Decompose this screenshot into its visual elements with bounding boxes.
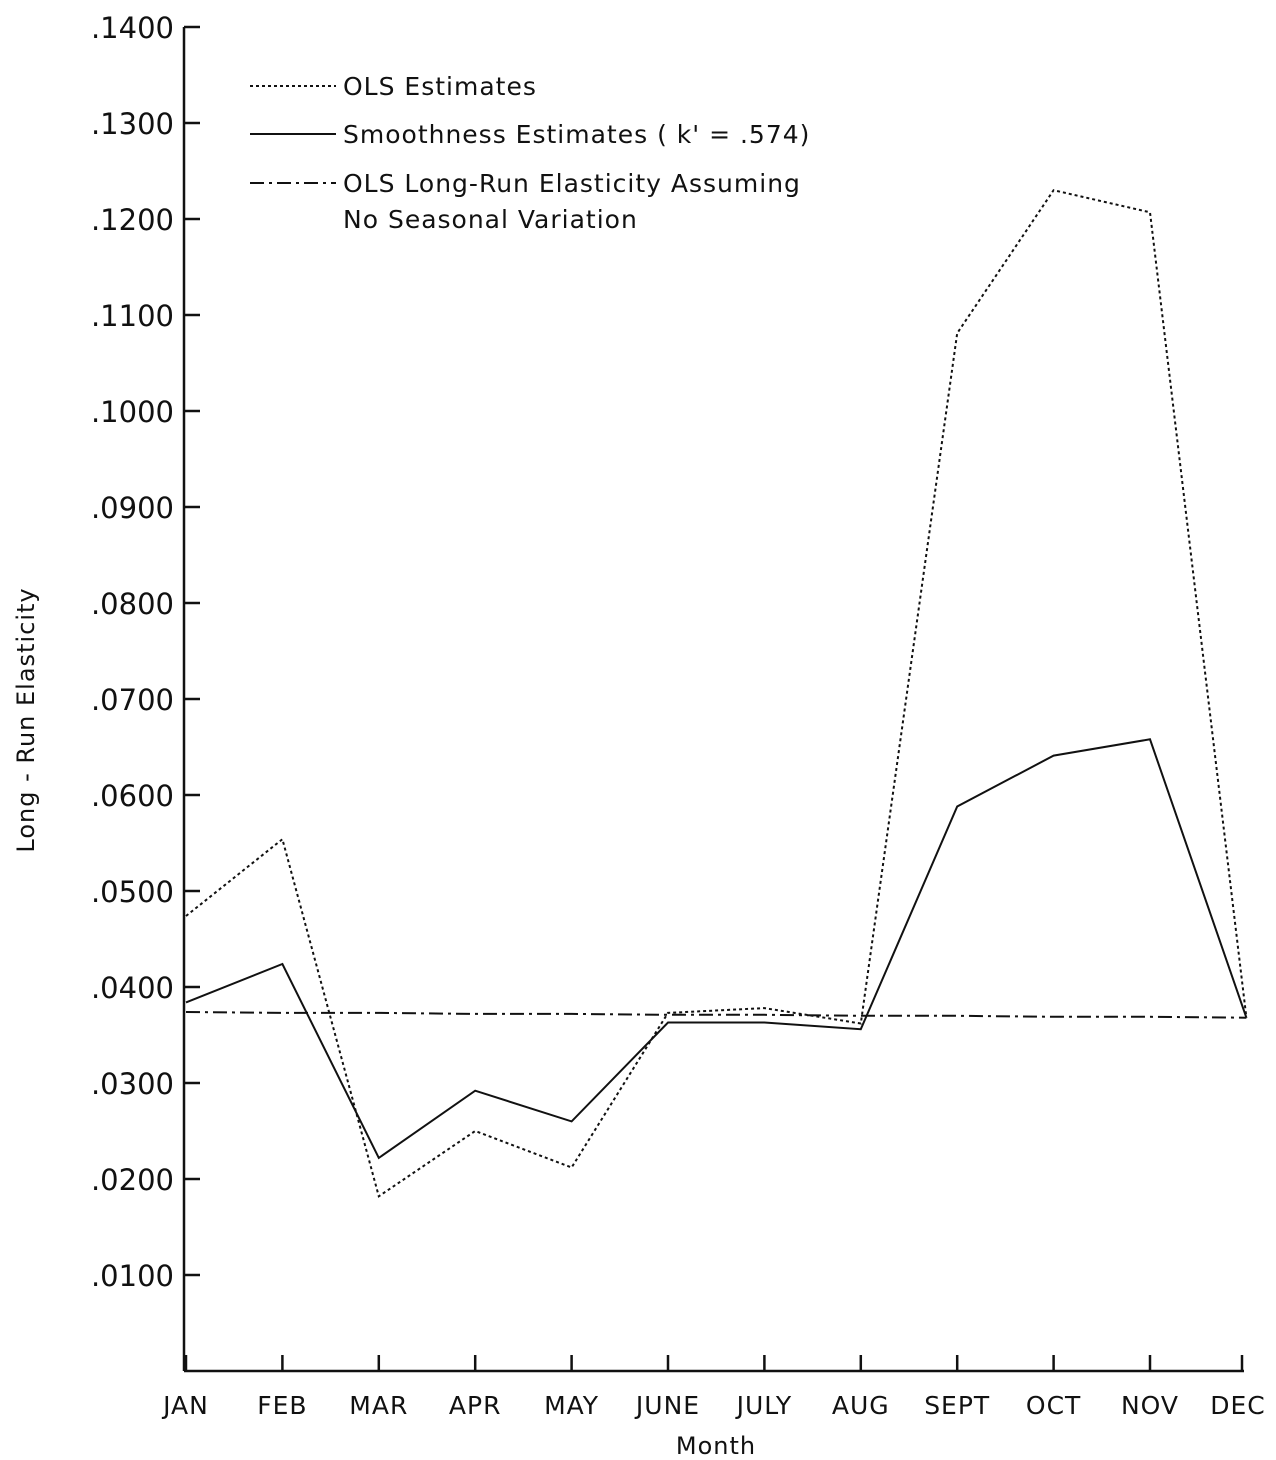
y-tick-label: .0600 [91,779,174,813]
series-line-1 [185,189,1248,1198]
y-tick-label: .0300 [91,1067,174,1101]
x-tick-label: JULY [735,1391,793,1420]
x-tick-label: NOV [1121,1391,1179,1420]
y-tick-label: .0500 [91,875,174,909]
y-tick-label: .1100 [91,299,174,333]
series-line-2 [185,738,1248,1160]
x-tick-label: OCT [1026,1391,1081,1420]
y-tick-label: .0800 [91,587,174,621]
y-tick-label: .0400 [91,971,174,1005]
legend: OLS Estimates Smoothness Estimates ( k' =… [250,72,810,234]
legend-label: OLS Long-Run Elasticity Assuming [343,169,801,198]
x-tick-label: MAY [544,1391,599,1420]
y-tick-label: .0100 [91,1259,174,1293]
x-tick-label: DEC [1210,1391,1266,1420]
y-tick-label: .0700 [91,683,174,717]
x-tick-label: FEB [257,1391,307,1420]
x-tick-label: JAN [161,1391,209,1420]
y-tick-label: .1400 [91,11,174,45]
legend-label: OLS Estimates [343,72,537,101]
x-tick-label: MAR [349,1391,408,1420]
y-tick-label: .0900 [91,491,174,525]
y-tick-label: .0200 [91,1163,174,1197]
y-axis-title: Long - Run Elasticity [12,587,40,852]
y-tick-label: .1300 [91,107,174,141]
y-ticks: .0100 .0200 .0300 .0400 .0500 .0600 .0700 .0800… [91,11,200,1293]
series-line-3 [185,1011,1247,1019]
y-tick-label: .1200 [91,203,174,237]
legend-label: No Seasonal Variation [343,205,638,234]
x-tick-label: APR [449,1391,502,1420]
y-tick-label: .1000 [91,395,174,429]
x-tick-label: SEPT [924,1391,990,1420]
x-ticks: JAN FEB MAR APR MAY JUNE JULY AUG SEPT OCT NOV DEC [161,1355,1266,1420]
legend-label: Smoothness Estimates ( k' = .574) [343,120,810,149]
series-lines [185,189,1248,1198]
x-tick-label: AUG [832,1391,890,1420]
x-axis-title: Month [676,1432,756,1460]
x-tick-label: JUNE [634,1391,700,1420]
